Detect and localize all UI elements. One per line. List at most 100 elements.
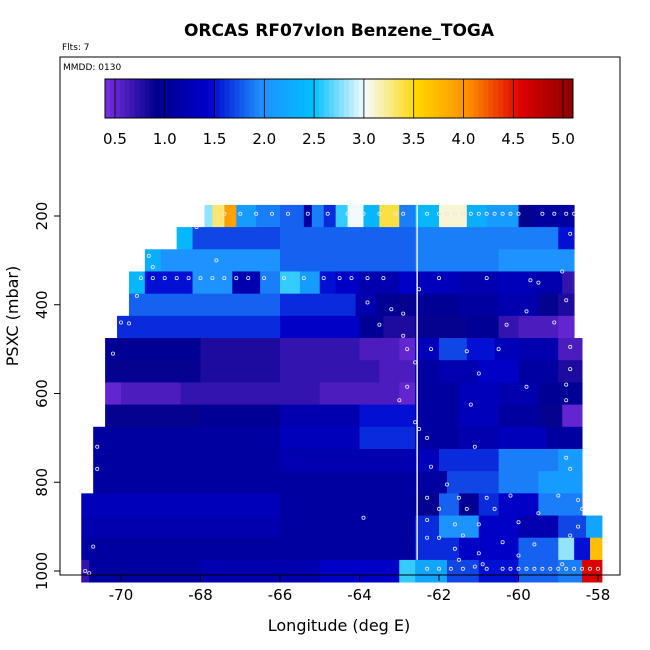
- heatmap-cell: [439, 360, 480, 383]
- sample-point: [95, 444, 100, 449]
- x-axis-label: Longitude (deg E): [268, 616, 411, 635]
- sample-point: [456, 495, 461, 500]
- sample-point: [301, 276, 306, 281]
- sample-point: [596, 566, 601, 571]
- colorbar-segment: [259, 79, 265, 118]
- sample-point: [572, 566, 577, 571]
- heatmap-cell: [323, 204, 337, 228]
- colorbar-segment: [234, 79, 240, 118]
- heatmap-cell: [415, 204, 440, 228]
- heatmap-cell: [518, 559, 559, 583]
- heatmap-cell: [574, 537, 591, 561]
- heatmap-cell: [117, 315, 281, 339]
- colorbar-segment: [194, 79, 201, 118]
- colorbar-segment: [508, 79, 514, 118]
- colorbar-segment: [329, 79, 335, 118]
- sample-point: [464, 349, 469, 354]
- sample-point: [552, 320, 557, 325]
- heatmap-cell: [458, 382, 500, 405]
- heatmap-cell: [355, 293, 376, 317]
- heatmap-cell: [399, 293, 416, 317]
- heatmap-cell: [359, 426, 416, 450]
- heatmap-cell: [415, 404, 460, 428]
- colorbar-segment: [299, 79, 305, 118]
- heatmap-cell: [105, 404, 201, 428]
- sample-point: [456, 557, 461, 562]
- heatmap-cell: [335, 271, 360, 295]
- colorbar-segment: [244, 79, 250, 118]
- sample-point: [576, 524, 581, 529]
- colorbar-segment: [269, 79, 275, 118]
- chart-title: ORCAS RF07vIon Benzene_TOGA: [184, 21, 495, 41]
- y-tick-label: 200: [33, 202, 51, 231]
- colorbar-tick-label: 3.0: [352, 130, 376, 148]
- heatmap-cell: [280, 448, 416, 472]
- sample-point: [401, 311, 406, 316]
- sample-point: [425, 566, 430, 571]
- heatmap-cell: [105, 360, 201, 383]
- colorbar-segment: [353, 79, 360, 118]
- colorbar-segment: [134, 79, 141, 118]
- colorbar-segment: [154, 79, 161, 118]
- heatmap-cell: [439, 204, 468, 228]
- heatmap-cell: [81, 537, 281, 561]
- heatmap-cell: [280, 338, 360, 361]
- heatmap-cell: [375, 293, 400, 317]
- sample-point: [222, 211, 227, 216]
- sample-point: [540, 211, 545, 216]
- heatmap-cell: [558, 537, 575, 561]
- heatmap-cell: [359, 338, 400, 361]
- heatmap-cell: [415, 448, 440, 472]
- sample-point: [413, 420, 418, 425]
- sample-point: [405, 347, 410, 352]
- heatmap-cell: [518, 360, 559, 383]
- heatmap-cell: [160, 249, 281, 272]
- sample-point: [448, 566, 453, 571]
- sample-point: [305, 211, 310, 216]
- heatmap-cell: [280, 227, 341, 250]
- heatmap-cell: [347, 204, 364, 228]
- colorbar-segment: [438, 79, 445, 118]
- colorbar-segment: [274, 79, 280, 118]
- sample-point: [532, 542, 537, 547]
- colorbar-segment: [124, 79, 131, 118]
- colorbar-segment: [518, 79, 524, 118]
- heatmap-cell: [439, 448, 500, 472]
- sample-point: [417, 426, 422, 431]
- sample-point: [504, 322, 509, 327]
- sample-point: [560, 562, 565, 567]
- sample-point: [162, 276, 167, 281]
- sample-point: [508, 566, 513, 571]
- colorbar-segment: [558, 79, 564, 118]
- colorbar-segment: [119, 79, 126, 118]
- colorbar-segment: [149, 79, 156, 118]
- sample-point: [568, 344, 573, 349]
- sample-point: [476, 522, 481, 527]
- sample-point: [556, 566, 561, 571]
- sample-point: [472, 444, 477, 449]
- sample-point: [484, 495, 489, 500]
- colorbar: 0.5 1.0 1.5 2.0 2.5 3.0 3.5 4.0 4.5 5.0: [103, 78, 575, 148]
- sample-point: [516, 566, 521, 571]
- sample-point: [564, 211, 569, 216]
- sample-point: [401, 333, 406, 338]
- sample-point: [568, 367, 573, 372]
- colorbar-segment: [538, 79, 544, 118]
- sample-point: [452, 522, 457, 527]
- sample-point: [79, 489, 84, 494]
- heatmap-cell: [280, 271, 301, 295]
- colorbar-segment: [418, 79, 425, 118]
- colorbar-segment: [503, 79, 509, 118]
- heatmap-cell: [399, 382, 416, 405]
- heatmap-cell: [415, 227, 559, 250]
- heatmap-cell: [498, 249, 575, 272]
- colorbar-segment: [368, 79, 375, 118]
- sample-point: [111, 351, 116, 356]
- heatmap-cell: [446, 559, 480, 583]
- colorbar-segment: [339, 79, 345, 118]
- heatmap-cell: [415, 493, 440, 516]
- sample-point: [377, 322, 382, 327]
- heatmap-cell: [232, 271, 261, 295]
- colorbar-segment: [254, 79, 260, 118]
- colorbar-segment: [114, 79, 121, 118]
